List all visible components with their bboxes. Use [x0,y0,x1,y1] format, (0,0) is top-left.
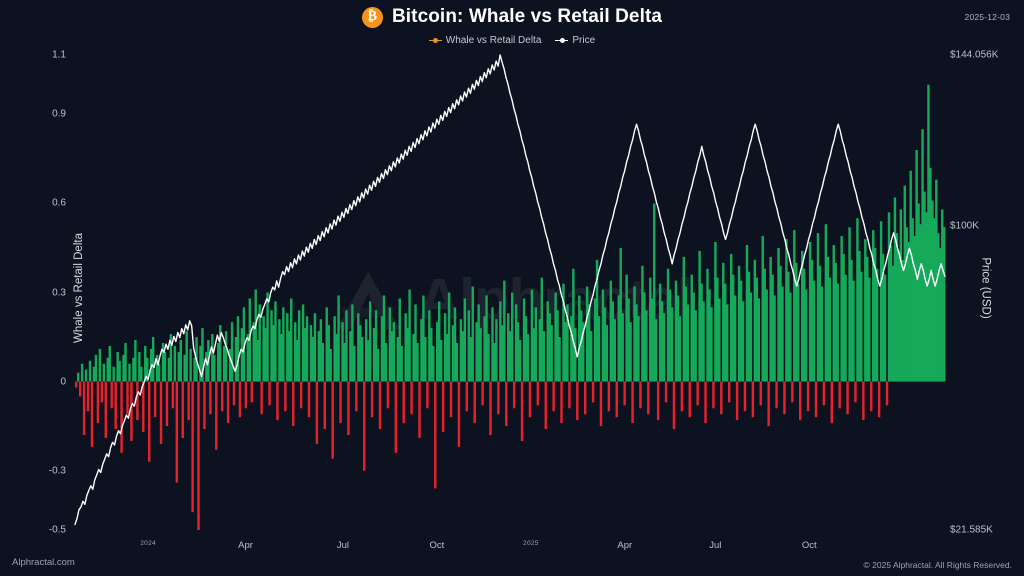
bitcoin-icon: ₿ [361,6,383,28]
x-tick: Jul [336,540,350,551]
legend-marker-delta-icon [428,37,442,44]
x-tick: Oct [801,540,817,551]
delta-bars [75,84,946,530]
price-line [74,54,946,526]
x-tick: Oct [429,540,445,551]
x-tick: 2024 [140,540,156,547]
y-axis-right-title: Price (USD) [979,257,992,319]
chart-header: ₿ Bitcoin: Whale vs Retail Delta [0,6,1024,28]
page-title: Bitcoin: Whale vs Retail Delta [391,6,663,27]
legend-marker-price-icon [555,37,569,44]
legend-label-price: Price [572,35,596,46]
y-tick-left: 0.3 [52,287,66,298]
y-tick-left: 0.9 [52,108,66,120]
y-tick-right: $21.585K [950,524,993,536]
legend-item-delta[interactable]: Whale vs Retail Delta [428,35,542,46]
y-tick-right: $100K [950,220,979,232]
y-tick-left: 1.1 [52,49,66,61]
y-tick-right: $144.056K [950,49,999,61]
date-stamp: 2025-12-03 [964,12,1010,22]
x-tick: Apr [238,540,253,551]
x-tick: Apr [617,540,633,551]
chart-legend: Whale vs Retail Delta Price [0,35,1024,46]
x-tick: 2025 [523,540,539,547]
legend-item-price[interactable]: Price [555,35,595,46]
y-tick-left: 0.6 [52,197,66,209]
copyright-notice: © 2025 Alphractal. All Rights Reserved. [863,560,1012,570]
y-tick-left: -0.5 [48,524,66,536]
y-axis-left-title: Whale vs Retail Delta [72,233,85,343]
x-tick: Jul [709,540,722,551]
y-tick-left: 0 [60,376,66,388]
y-tick-left: -0.3 [48,465,66,477]
legend-label-delta: Whale vs Retail Delta [445,35,542,46]
site-watermark: Alphractal.com [12,557,75,568]
